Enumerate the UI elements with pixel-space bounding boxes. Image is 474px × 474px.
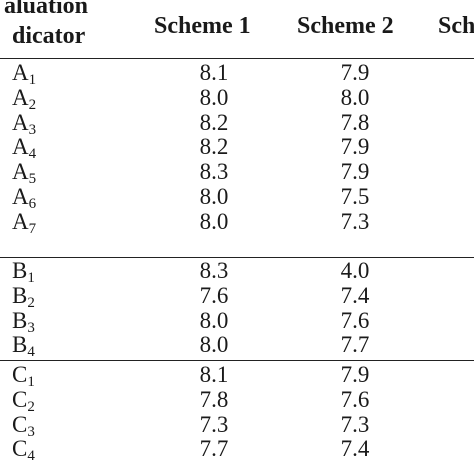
- table-row: A5 8.3 7.9: [0, 159, 474, 187]
- scheme1-value: 8.0: [199, 332, 229, 358]
- scheme2-value: 7.8: [340, 109, 370, 135]
- scheme1-value: 7.7: [199, 436, 229, 462]
- scheme1-value: 8.3: [199, 159, 229, 185]
- indicator-subscript: 1: [27, 374, 35, 390]
- scheme1-value: 7.8: [199, 386, 229, 412]
- indicator-subscript: 4: [27, 344, 35, 361]
- indicator-letter: C: [12, 436, 28, 462]
- scheme1-value: 8.3: [199, 258, 229, 283]
- table-row: A2 8.0 8.0: [0, 84, 474, 113]
- scheme2-header: Scheme 2: [297, 13, 394, 39]
- indicator-letter: A: [12, 60, 29, 85]
- group-divider: [0, 58, 474, 59]
- indicator-cell: A3: [12, 109, 36, 138]
- indicator-letter: B: [12, 332, 28, 358]
- indicator-cell: A7: [12, 208, 36, 237]
- indicator-cell: A1: [12, 60, 36, 88]
- table-row: C3 7.3 7.3: [0, 411, 474, 440]
- indicator-subscript: 1: [27, 270, 35, 286]
- scheme1-value: 8.1: [199, 362, 229, 387]
- indicator-letter: A: [12, 159, 29, 185]
- table-row: B4 8.0 7.7: [0, 332, 474, 360]
- scheme1-value: 8.0: [199, 307, 229, 333]
- indicator-subscript: 4: [28, 146, 37, 163]
- indicator-subscript: 4: [27, 448, 35, 465]
- scheme1-value: 7.3: [199, 411, 229, 437]
- indicator-cell: A6: [12, 184, 36, 212]
- indicator-cell: B4: [12, 332, 35, 360]
- indicator-cell: B1: [12, 258, 35, 286]
- indicator-letter: C: [12, 386, 28, 412]
- table-row: A7 8.0 7.3: [0, 208, 474, 237]
- table-row: A6 8.0 7.5: [0, 184, 474, 212]
- scheme2-value: 7.9: [340, 60, 370, 85]
- indicator-subscript: 2: [27, 398, 35, 415]
- indicator-cell: B3: [12, 307, 35, 336]
- indicator-cell: C2: [12, 386, 35, 415]
- table-row: A4 8.2 7.9: [0, 134, 474, 162]
- indicator-subscript: 2: [28, 96, 37, 113]
- scheme2-value: 7.4: [340, 282, 370, 308]
- scheme2-value: 7.9: [340, 362, 370, 387]
- group-divider: [0, 360, 474, 361]
- table-header: aluation dicator Scheme 1 Scheme 2 Sch: [0, 0, 474, 58]
- indicator-subscript: 3: [27, 423, 35, 440]
- scheme2-value: 8.0: [340, 84, 370, 110]
- scheme2-value: 7.6: [340, 307, 370, 333]
- indicator-subscript: 2: [27, 294, 35, 311]
- scheme2-value: 4.0: [340, 258, 370, 283]
- scheme1-value: 8.0: [199, 84, 229, 110]
- scheme1-value: 8.2: [199, 134, 229, 160]
- scheme2-value: 7.5: [340, 184, 370, 209]
- indicator-subscript: 6: [28, 196, 37, 212]
- indicator-subscript: 3: [28, 121, 37, 138]
- scheme1-value: 7.6: [199, 282, 229, 308]
- indicator-subscript: 1: [28, 72, 37, 88]
- scheme2-value: 7.4: [340, 436, 370, 462]
- scheme1-header: Scheme 1: [154, 13, 251, 39]
- table-row: B3 8.0 7.6: [0, 307, 474, 336]
- indicator-cell: A5: [12, 159, 36, 187]
- scheme2-value: 7.3: [340, 208, 370, 234]
- indicator-letter: C: [12, 362, 28, 387]
- indicator-cell: C3: [12, 411, 35, 440]
- indicator-cell: A4: [12, 134, 36, 162]
- scheme2-value: 7.9: [340, 134, 370, 160]
- indicator-letter: B: [12, 258, 28, 283]
- scheme3-header: Sch: [438, 13, 474, 39]
- indicator-letter: A: [12, 84, 29, 110]
- table-row: A3 8.2 7.8: [0, 109, 474, 138]
- table-row: C2 7.8 7.6: [0, 386, 474, 415]
- scheme1-value: 8.0: [199, 184, 229, 209]
- indicator-header-line2: dicator: [12, 23, 86, 49]
- indicator-subscript: 3: [27, 319, 35, 336]
- indicator-letter: A: [12, 134, 29, 160]
- table-row: B1 8.3 4.0: [0, 258, 474, 286]
- table-row: B2 7.6 7.4: [0, 282, 474, 311]
- scheme2-value: 7.6: [340, 386, 370, 412]
- indicator-cell: A2: [12, 84, 36, 113]
- table-row: A1 8.1 7.9: [0, 60, 474, 88]
- indicator-cell: C1: [12, 362, 35, 390]
- indicator-subscript: 7: [28, 220, 37, 237]
- indicator-letter: B: [12, 282, 28, 308]
- scheme1-value: 8.2: [199, 109, 229, 135]
- indicator-letter: A: [12, 109, 29, 135]
- indicator-letter: B: [12, 307, 28, 333]
- scheme2-value: 7.3: [340, 411, 370, 437]
- indicator-cell: C4: [12, 436, 35, 464]
- indicator-letter: A: [12, 184, 29, 209]
- indicator-header-line1: aluation: [4, 0, 89, 19]
- scheme1-value: 8.1: [199, 60, 229, 85]
- indicator-letter: A: [12, 208, 29, 234]
- scheme1-value: 8.0: [199, 208, 229, 234]
- indicator-cell: B2: [12, 282, 35, 311]
- scheme2-value: 7.7: [340, 332, 370, 358]
- scheme2-value: 7.9: [340, 159, 370, 185]
- indicator-subscript: 5: [28, 171, 37, 188]
- group-divider: [0, 257, 474, 258]
- table-row: C1 8.1 7.9: [0, 362, 474, 390]
- indicator-letter: C: [12, 411, 28, 437]
- table-row: C4 7.7 7.4: [0, 436, 474, 464]
